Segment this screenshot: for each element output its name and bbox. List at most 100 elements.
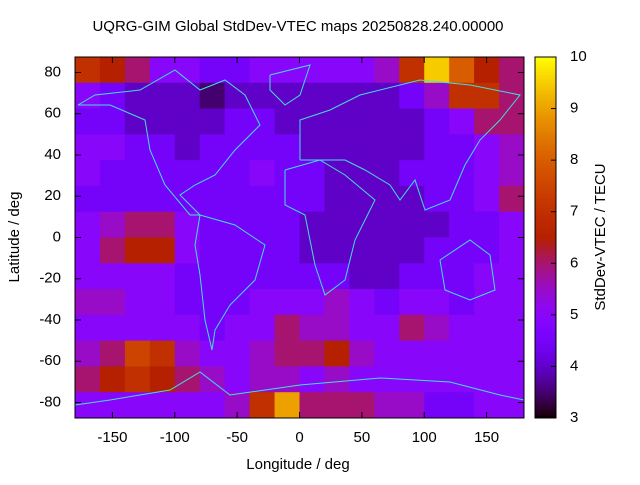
heatmap-cell [224, 314, 251, 342]
heatmap-cell [174, 314, 201, 342]
heatmap-cell [324, 108, 350, 135]
heatmap-cell [499, 134, 525, 161]
heatmap-cell [399, 108, 425, 135]
colorbar-step [535, 330, 556, 335]
heatmap-cell [99, 134, 126, 161]
heatmap-cell [174, 211, 201, 238]
heatmap-cell [75, 211, 101, 238]
colorbar-step [535, 237, 556, 242]
colorbar-step [535, 93, 556, 97]
heatmap-cell [274, 185, 300, 213]
colorbar-step [535, 69, 556, 73]
colorbar-step [535, 153, 556, 157]
heatmap-cell [474, 134, 500, 161]
heatmap-cell [124, 263, 151, 290]
chart-title: UQRG-GIM Global StdDev-VTEC maps 2025082… [92, 18, 503, 35]
heatmap-cell [424, 82, 450, 110]
heatmap-cell [174, 108, 201, 135]
heatmap-cell [149, 366, 176, 393]
colorbar-step [535, 108, 556, 112]
x-tick-label: -150 [97, 429, 127, 446]
heatmap-cell [75, 314, 101, 342]
heatmap-cell [299, 263, 325, 290]
y-tick-label: -20 [39, 270, 61, 287]
colorbar-step [535, 129, 556, 133]
heatmap-cell [324, 340, 350, 367]
coastlines [74, 64, 525, 406]
colorbar-step [535, 366, 556, 371]
heatmap-cell [149, 57, 176, 84]
heatmap-cell [324, 289, 350, 316]
heatmap-cell [399, 314, 425, 342]
colorbar-step [535, 246, 556, 251]
heatmap-cell [424, 366, 450, 393]
heatmap-cell [224, 82, 251, 110]
y-tick-label: 80 [44, 63, 61, 80]
heatmap-cell [374, 263, 400, 290]
heatmap-cell [324, 237, 350, 264]
heatmap-cell [249, 185, 276, 213]
colorbar-tick-label: 6 [570, 254, 578, 271]
heatmap-cell [374, 392, 400, 419]
heatmap-cell [274, 263, 300, 290]
colorbar-step [535, 156, 556, 160]
heatmap-cell [449, 314, 475, 342]
heatmap-cell [149, 289, 176, 316]
colorbar-step [535, 105, 556, 109]
colorbar-step [535, 294, 556, 299]
heatmap-cell [424, 108, 450, 135]
heatmap-cell [75, 185, 101, 213]
colorbar-step [535, 90, 556, 94]
heatmap-cell [174, 263, 201, 290]
x-tick-label: 100 [412, 429, 437, 446]
heatmap-cell [249, 237, 276, 264]
heatmap-cell [224, 160, 251, 187]
colorbar-step [535, 405, 556, 410]
heatmap-cell [75, 366, 101, 393]
heatmap-cell [199, 160, 226, 187]
heatmap-cell [449, 108, 475, 135]
heatmap-cell [174, 392, 201, 419]
heatmap-cell [75, 392, 101, 419]
colorbar-step [535, 282, 556, 287]
colorbar-step [535, 66, 556, 70]
heatmap-cell [149, 134, 176, 161]
heatmap-cell [199, 108, 226, 135]
x-tick-label: 150 [474, 429, 499, 446]
colorbar-step [535, 378, 556, 383]
heatmap-cell [349, 237, 375, 264]
colorbar-step [535, 183, 556, 187]
colorbar-step [535, 150, 556, 154]
heatmap-cell [299, 160, 325, 187]
colorbar-step [535, 267, 556, 272]
x-tick-label: -100 [160, 429, 190, 446]
colorbar-step [535, 249, 556, 254]
heatmap-cell [374, 160, 400, 187]
colorbar-step [535, 348, 556, 353]
colorbar-step [535, 78, 556, 82]
heatmap-cell [249, 263, 276, 290]
heatmap-cell [299, 289, 325, 316]
colorbar-step [535, 159, 556, 163]
colorbar-step [535, 126, 556, 130]
heatmap-cell [99, 185, 126, 213]
colorbar-step [535, 357, 556, 362]
heatmap-cell [149, 237, 176, 264]
heatmap-cell [499, 211, 525, 238]
colorbar-step [535, 300, 556, 305]
colorbar-tick-label: 9 [570, 100, 578, 117]
heatmap-cell [124, 211, 151, 238]
coastline [439, 239, 496, 301]
colorbar-step [535, 231, 556, 235]
heatmap-cell [75, 340, 101, 367]
heatmap-cell [249, 82, 276, 110]
colorbar-step [535, 327, 556, 332]
heatmap-cell [224, 289, 251, 316]
heatmap-cell [249, 134, 276, 161]
heatmap-cell [174, 289, 201, 316]
colorbar-step [535, 114, 556, 118]
colorbar-step [535, 342, 556, 347]
colorbar-step [535, 276, 556, 281]
heatmap-cell [274, 160, 300, 187]
heatmap-cell [324, 314, 350, 342]
